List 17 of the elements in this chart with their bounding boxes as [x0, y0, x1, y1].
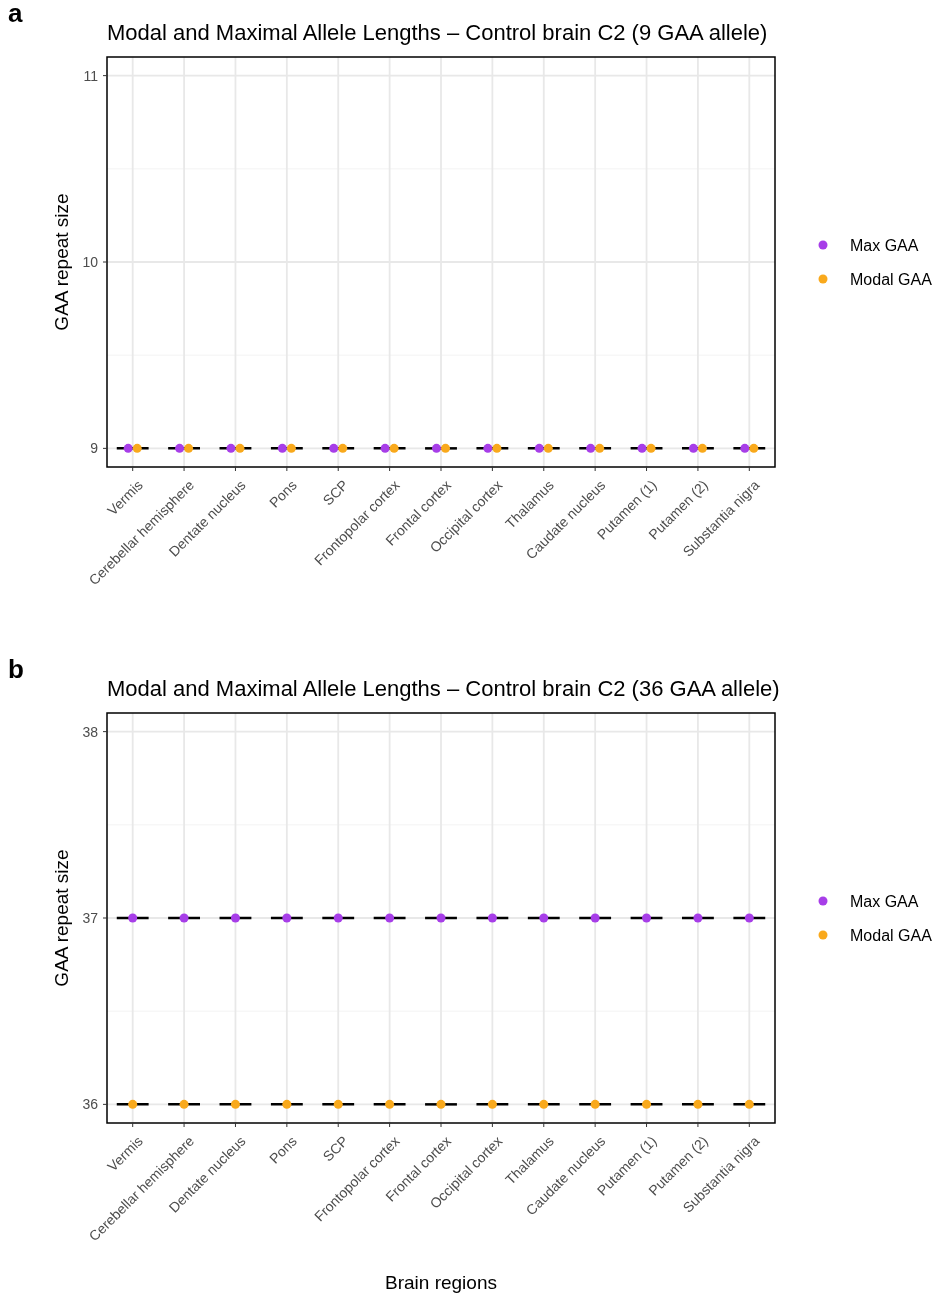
y-tick-label: 9 [90, 440, 99, 457]
text: a [8, 0, 23, 28]
y-tick-label: 11 [83, 67, 99, 84]
legend-label: Max GAA [850, 892, 919, 910]
y-axis-title: GAA repeat size [51, 193, 72, 331]
y-tick-label: 36 [82, 1096, 99, 1113]
y-axis-title: GAA repeat size [51, 849, 72, 987]
chart-title: Modal and Maximal Allele Lengths – Control brain C2 (36 GAA allele) [107, 676, 780, 701]
x-axis-title: Brain regions [385, 1272, 497, 1293]
legend-label: Modal GAA [850, 926, 933, 944]
text: b [8, 654, 24, 684]
y-tick-label: 38 [82, 723, 99, 740]
y-tick-label: 10 [82, 253, 99, 270]
legend-label: Modal GAA [850, 270, 933, 288]
chart-title: Modal and Maximal Allele Lengths – Control brain C2 (9 GAA allele) [107, 20, 768, 45]
y-tick-label: 37 [82, 909, 99, 926]
legend-label: Max GAA [850, 236, 919, 254]
